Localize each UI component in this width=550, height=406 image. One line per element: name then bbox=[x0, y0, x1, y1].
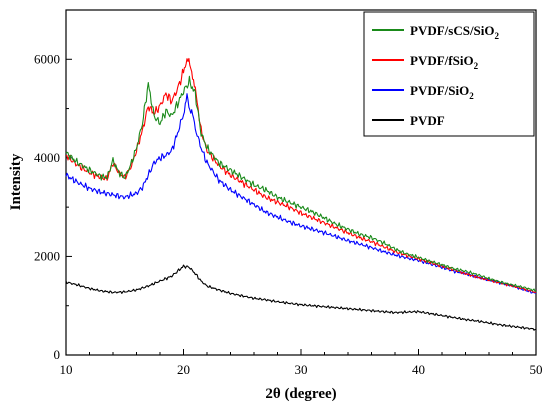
y-axis-title: Intensity bbox=[8, 153, 24, 210]
x-tick-label: 20 bbox=[177, 362, 190, 377]
legend-label-main: PVDF/sCS/SiO bbox=[410, 23, 495, 38]
y-tick-label: 4000 bbox=[34, 150, 60, 165]
legend-label-main: PVDF bbox=[410, 113, 445, 128]
legend-label-subscript: 2 bbox=[495, 31, 500, 41]
y-tick-label: 6000 bbox=[34, 51, 60, 66]
x-tick-label: 30 bbox=[295, 362, 308, 377]
y-tick-label: 2000 bbox=[34, 248, 60, 263]
x-tick-label: 50 bbox=[530, 362, 543, 377]
series-line-0 bbox=[65, 75, 537, 292]
x-tick-label: 10 bbox=[60, 362, 73, 377]
x-axis-title: 2θ (degree) bbox=[265, 386, 336, 402]
legend-label-2: PVDF/SiO2 bbox=[410, 83, 474, 101]
x-tick-label: 40 bbox=[412, 362, 425, 377]
series-line-1 bbox=[65, 57, 537, 293]
legend-label-main: PVDF/SiO bbox=[410, 83, 469, 98]
series-layer bbox=[65, 57, 537, 331]
legend-label-3: PVDF bbox=[410, 113, 445, 128]
legend-box bbox=[363, 11, 535, 137]
legend-label-0: PVDF/sCS/SiO2 bbox=[410, 23, 500, 41]
legend-label-subscript: 2 bbox=[474, 61, 479, 71]
legend-label-main: PVDF/fSiO bbox=[410, 53, 474, 68]
legend-label-subscript: 2 bbox=[469, 91, 474, 101]
series-line-3 bbox=[65, 264, 537, 331]
legend-label-1: PVDF/fSiO2 bbox=[410, 53, 479, 71]
y-tick-label: 0 bbox=[54, 347, 61, 362]
x-axis: 10 20 30 40 50 bbox=[60, 349, 543, 377]
series-line-2 bbox=[65, 93, 537, 294]
